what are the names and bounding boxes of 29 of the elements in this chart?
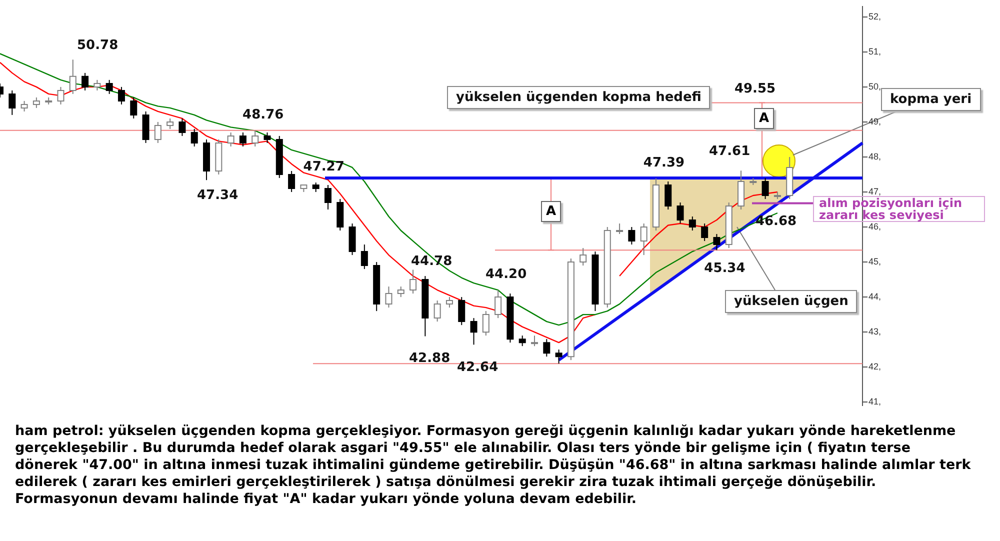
ref-line-label: 49.55	[734, 82, 776, 97]
annotation: yükselen üçgen	[725, 290, 858, 313]
y-tick-label: 46,	[868, 221, 882, 232]
y-tick-label: 41,	[868, 396, 882, 407]
annotation: A	[541, 201, 562, 222]
annotation: 44.20	[485, 267, 527, 282]
y-tick-label: 51,	[868, 46, 882, 56]
y-tick-label: 43,	[868, 326, 882, 337]
y-tick-label: 48,	[868, 151, 882, 162]
annotation: 42.88	[409, 351, 450, 366]
ref-line-label: 46.68	[755, 214, 797, 230]
y-tick-label: 44,	[868, 292, 882, 302]
annotation: 47.61	[709, 144, 750, 159]
annotation: 45.34	[704, 261, 746, 276]
annotation: 47.27	[303, 160, 344, 175]
annotation: 47.34	[197, 188, 238, 203]
y-tick-label: 47,	[868, 186, 882, 196]
annotation: 48.76	[242, 107, 284, 122]
y-tick-label: 50,	[868, 81, 882, 92]
annotation: A	[754, 108, 774, 129]
y-tick-label: 52,	[868, 11, 882, 22]
annotation: 47.39	[643, 155, 685, 170]
annotation: yükselen üçgenden kopma hedefi	[447, 86, 710, 109]
y-tick-label: 42,	[868, 362, 882, 372]
annotation: 50.78	[77, 38, 118, 53]
text: ham petrol: yükselen üçgenden kopma gerçekleşiyor. Formasyon gereği üçgenin kalınlığı kadar yukarı yönde hareketlenme gerçekleşebilir . Bu durumda hedef olarak asgari "49.55" ele alınabilir. Olası ters yönde bir gelişme için ( fiyatın terse dönerek "47.00" in altına inmesi tuzak ihtimalini gündeme getirebilir. Düşüşün "46.68" in altına sarkması halinde alımlar terk edilerek ( zararı kes emirleri gerçekleştirilerek ) satışa dönülmesi gerekir zira tuzak ihtimali gerçeğe dönüşebilir. Formasyonun devamı halinde fiyat "A" kadar yukarı yönde yoluna devam edebilir.	[15, 423, 972, 508]
annotation: 42.64	[457, 360, 498, 375]
text: kopma yeri	[881, 88, 981, 111]
y-tick-label: 45,	[868, 256, 882, 267]
